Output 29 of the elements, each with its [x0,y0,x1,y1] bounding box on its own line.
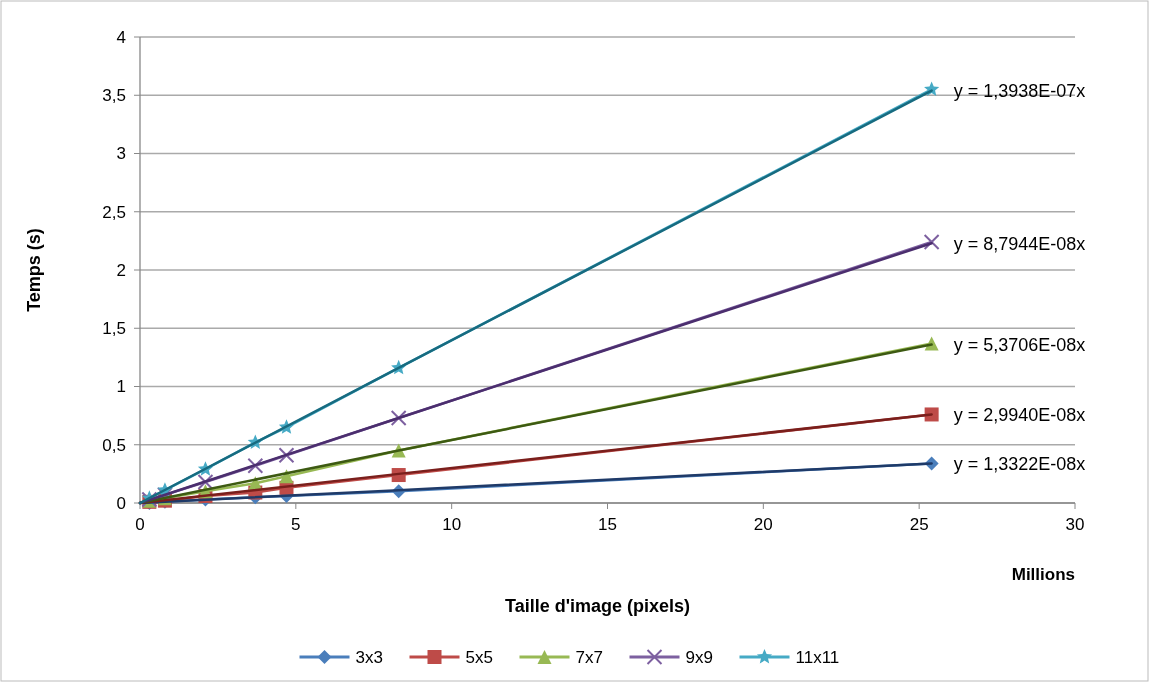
y-tick-label: 3 [116,144,126,164]
text: Millions [1011,565,1075,584]
y-axis-title: Temps (s) [24,228,44,312]
annotation: y = 1,3322E-08x [953,453,1086,474]
legend-label: 5x5 [465,647,493,667]
y-tick-label: 2 [116,260,126,280]
legend-label: 9x9 [685,647,713,667]
y-tick-label: 1 [116,377,126,397]
x-tick-label: 30 [1065,515,1085,534]
legend-label: 7x7 [575,647,603,667]
legend-label: 3x3 [355,647,383,667]
y-tick-label: 3,5 [102,86,126,106]
x-axis-title: Taille d'image (pixels) [504,596,691,616]
y-tick-label: 1,5 [102,319,126,339]
legend-label: 11x11 [795,647,840,667]
x-tick-label: 5 [291,515,301,534]
annotation: y = 5,3706E-08x [953,334,1086,355]
x-tick-label: 0 [135,515,145,534]
annotation: y = 1,3938E-07x [953,80,1086,101]
annotation: y = 8,7944E-08x [953,233,1086,254]
x-tick-label: 10 [442,515,462,534]
y-tick-label: 2,5 [102,202,126,222]
y-tick-label: 0 [116,493,126,513]
y-tick-label: 0,5 [102,435,126,455]
x-tick-label: 25 [909,515,929,534]
annotation: y = 2,9940E-08x [953,404,1086,425]
x-tick-label: 15 [598,515,617,534]
y-tick-label: 4 [116,27,126,47]
x-tick-label: 20 [753,515,773,534]
